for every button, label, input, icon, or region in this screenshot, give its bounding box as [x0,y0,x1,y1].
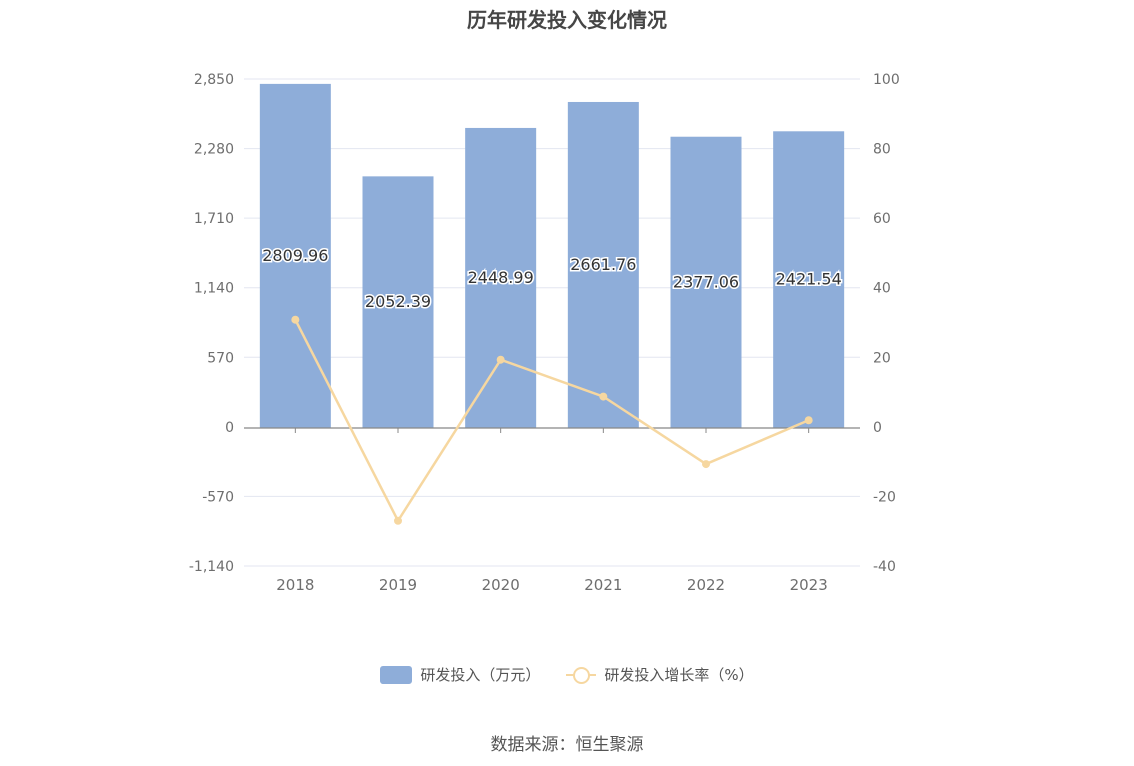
y-right-tick-label: 40 [873,281,891,297]
growth-rate-line [294,319,810,524]
tick-labels: -1,140 -570 0 570 1,140 1,710 2,280 2,850 -40 -20… [189,72,900,594]
data-labels: 2809.96 2052.39 2448.99 2661.76 2377.06 2421.… [261,244,844,312]
y-right-tick-label: 100 [873,72,900,88]
y-left-tick-label: 2,280 [194,142,234,158]
y-left-tick-label: 2,850 [194,72,234,88]
bar-2023[interactable] [773,131,845,428]
growth-rate-point-2020[interactable] [496,355,505,364]
growth-rate-point-2023[interactable] [804,416,813,425]
y-right-tick-label: 20 [873,350,891,366]
bar-data-label: 2448.99 [468,268,534,287]
x-tick-label: 2021 [584,576,622,594]
y-left-tick-label: -570 [202,489,234,505]
x-tick-label: 2023 [790,576,828,594]
bar-2018[interactable] [259,83,331,428]
legend-line-swatch [566,666,597,684]
y-right-tick-label: -20 [873,489,896,505]
x-tick-label: 2020 [482,576,520,594]
bar-data-label: 2421.54 [776,270,842,289]
legend-bar-swatch [380,665,413,684]
legend-bar-label: 研发投入（万元） [420,666,541,684]
x-tick-label: 2022 [687,576,725,594]
growth-rate-point-2018[interactable] [291,315,300,324]
bar-2021[interactable] [567,101,639,429]
x-tick-label: 2019 [379,576,417,594]
bar-2019[interactable] [362,176,434,428]
bar-data-label: 2052.39 [365,292,431,311]
y-right-tick-label: 60 [873,211,891,227]
bar-data-label: 2377.06 [673,272,739,291]
line-series [291,315,813,525]
bar-2020[interactable] [465,127,537,429]
x-axis [244,427,860,433]
bar-2022[interactable] [670,136,742,428]
grid-lines [244,78,860,567]
y-left-tick-label: 1,140 [194,281,234,297]
data-source: 数据来源：恒生聚源 [490,735,644,755]
y-left-tick-label: 0 [225,420,234,436]
y-right-tick-label: 80 [873,142,891,158]
chart-title: 历年研发投入变化情况 [467,8,667,32]
y-right-tick-label: 0 [873,420,882,436]
legend-item-line[interactable]: 研发投入增长率（%） [566,664,754,685]
y-left-tick-label: 1,710 [194,211,234,227]
legend: 研发投入（万元） 研发投入增长率（%） [0,664,1134,685]
x-tick-label: 2018 [276,576,314,594]
legend-item-bar[interactable]: 研发投入（万元） [380,664,540,685]
y-left-tick-label: -1,140 [189,559,234,575]
y-left-tick-label: 570 [207,350,234,366]
y-right-tick-label: -40 [873,559,896,575]
legend-line-label: 研发投入增长率（%） [604,666,754,684]
growth-rate-point-2022[interactable] [702,460,710,469]
bar-data-label: 2809.96 [262,246,328,265]
bar-data-label: 2661.76 [570,255,636,274]
growth-rate-point-2021[interactable] [599,392,608,401]
growth-rate-point-2019[interactable] [394,516,402,525]
bar-series [259,83,845,429]
